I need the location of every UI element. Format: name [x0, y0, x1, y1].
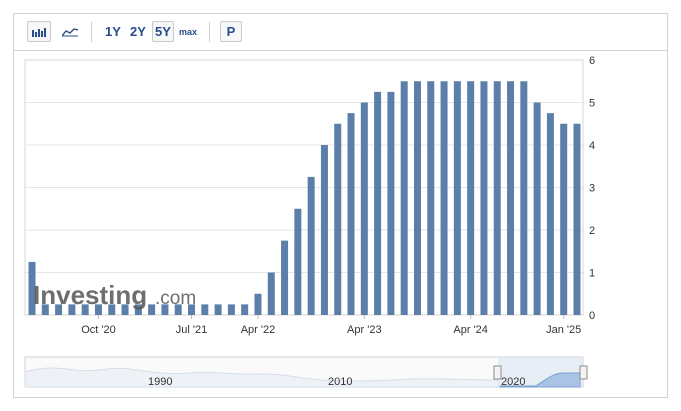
bar: [320, 145, 328, 315]
navigator-label-1990: 1990: [148, 376, 172, 388]
bar: [161, 304, 169, 316]
bar: [573, 123, 581, 315]
bar: [294, 208, 302, 315]
navigator-label-2020: 2020: [501, 376, 525, 388]
bar: [546, 113, 554, 316]
p-button[interactable]: P: [220, 21, 242, 42]
navigator-left-handle[interactable]: [493, 365, 502, 380]
y-tick-label: 5: [589, 98, 595, 110]
bar: [174, 304, 182, 316]
bar: [560, 123, 568, 315]
bar-chart-type-button[interactable]: [27, 21, 51, 42]
y-tick-label: 2: [589, 225, 595, 237]
y-tick-label: 6: [589, 55, 595, 67]
bar: [108, 304, 116, 316]
bar: [41, 304, 49, 316]
bar: [493, 81, 501, 315]
bar: [134, 304, 142, 316]
bar: [400, 81, 408, 315]
y-tick-label: 4: [589, 140, 595, 152]
bar: [214, 304, 222, 316]
range-button-5y[interactable]: 5Y: [152, 21, 174, 42]
bar: [188, 304, 196, 316]
bar: [94, 304, 102, 316]
area-chart-icon: [62, 28, 78, 37]
navigator-label-2010: 2010: [328, 376, 352, 388]
x-tick-label: Oct '20: [81, 324, 116, 336]
investing-watermark: Investing .com: [33, 280, 196, 310]
bar: [121, 304, 129, 316]
bar: [241, 304, 249, 316]
range-navigator[interactable]: 1990 2010 2020: [24, 356, 588, 388]
bar: [254, 293, 262, 315]
bar: [427, 81, 435, 315]
bar: [387, 91, 395, 316]
bar: [201, 304, 209, 316]
navigator-right-handle[interactable]: [579, 365, 588, 380]
line-chart-type-button[interactable]: [58, 21, 82, 42]
toolbar-separator: [209, 22, 210, 42]
range-button-1y[interactable]: 1Y: [101, 21, 125, 42]
bar: [467, 81, 475, 315]
bar: [148, 304, 156, 316]
bar: [520, 81, 528, 315]
bar: [374, 91, 382, 316]
bar: [68, 304, 76, 316]
bar: [480, 81, 488, 315]
watermark-brand: Investing: [33, 280, 147, 310]
bar-chart-icon: [32, 27, 46, 37]
bar: [347, 113, 355, 316]
bar: [413, 81, 421, 315]
bar: [28, 261, 36, 316]
bar: [227, 304, 235, 316]
bar: [55, 304, 63, 316]
watermark-suffix: .com: [155, 288, 196, 309]
y-tick-label: 1: [589, 268, 595, 280]
bar: [307, 176, 315, 316]
y-axis-ticks: 0 1 2 3 4 5 6: [589, 55, 595, 322]
bar: [360, 102, 368, 315]
bar: [440, 81, 448, 315]
y-tick-label: 0: [589, 310, 595, 322]
chart-toolbar: 1Y 2Y 5Y max P: [14, 14, 667, 51]
plot-area-border: [24, 59, 584, 316]
bar: [507, 81, 515, 315]
range-button-max[interactable]: max: [176, 21, 200, 42]
gridlines: [25, 102, 583, 273]
x-tick-label: Apr '24: [453, 324, 488, 336]
y-tick-label: 3: [589, 183, 595, 195]
x-tick-label: Jan '25: [546, 324, 581, 336]
range-button-2y[interactable]: 2Y: [126, 21, 150, 42]
bar: [81, 304, 89, 316]
bar: [334, 123, 342, 315]
bar: [267, 272, 275, 315]
x-axis-ticks: Oct '20 Jul '21 Apr '22 Apr '23 Apr '24 Jan '…: [81, 315, 581, 336]
x-tick-label: Apr '22: [241, 324, 276, 336]
toolbar-separator: [91, 22, 92, 42]
bar: [453, 81, 461, 315]
x-tick-label: Apr '23: [347, 324, 382, 336]
bar: [281, 240, 289, 316]
navigator-history-area: [24, 367, 499, 388]
bars: [28, 81, 581, 316]
x-tick-label: Jul '21: [176, 324, 207, 336]
bar: [533, 102, 541, 315]
